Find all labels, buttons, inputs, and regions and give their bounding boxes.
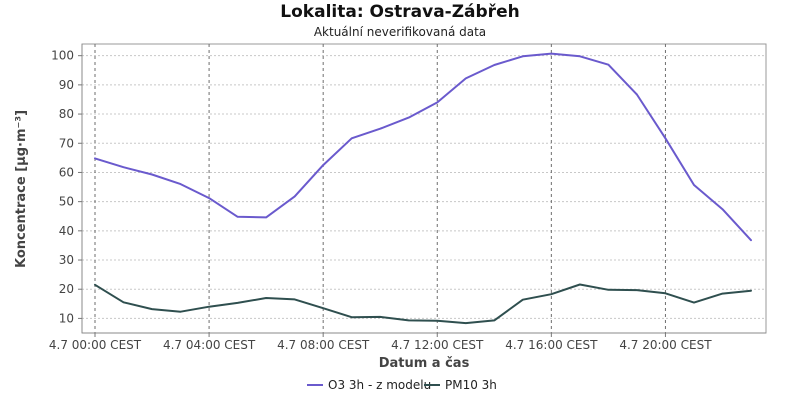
y-axis-label: Koncentrace [µg·m⁻³] [14,110,29,268]
y-tick-label: 50 [59,195,74,209]
chart-title: Lokalita: Ostrava-Zábřeh [280,2,519,22]
y-tick-label: 100 [51,49,74,63]
x-tick-label: 4.7 00:00 CEST [49,338,142,352]
legend-o3-label: O3 3h - z modelu [328,378,431,392]
pm10-series-line [94,283,752,325]
y-tick-label: 80 [59,107,74,121]
x-axis-ticks: 4.7 00:00 CEST 4.7 04:00 CEST 4.7 08:00 CE… [49,333,712,352]
x-tick-label: 4.7 16:00 CEST [505,338,598,352]
y-tick-label: 70 [59,136,74,150]
plot-area [81,43,767,334]
legend-pm10-label: PM10 3h [445,378,497,392]
y-tick-label: 10 [59,311,74,325]
legend: O3 3h - z modelu PM10 3h [307,378,497,392]
x-tick-label: 4.7 04:00 CEST [163,338,256,352]
y-axis-ticks: 10 20 30 40 50 60 70 80 90 100 [51,49,82,325]
o3-series-line [94,52,752,242]
x-axis-label: Datum a čas [379,356,470,371]
y-tick-label: 20 [59,282,74,296]
series-lines [94,52,752,325]
y-tick-label: 90 [59,78,74,92]
axis-lines [81,44,766,334]
vertical-gridlines [94,44,666,333]
x-tick-label: 4.7 20:00 CEST [619,338,712,352]
chart-subtitle: Aktuální neverifikovaná data [314,25,486,39]
y-tick-label: 40 [59,224,74,238]
y-tick-label: 60 [59,165,74,179]
x-tick-label: 4.7 08:00 CEST [277,338,370,352]
y-tick-label: 30 [59,253,74,267]
x-tick-label: 4.7 12:00 CEST [391,338,484,352]
horizontal-gridlines [82,55,766,319]
